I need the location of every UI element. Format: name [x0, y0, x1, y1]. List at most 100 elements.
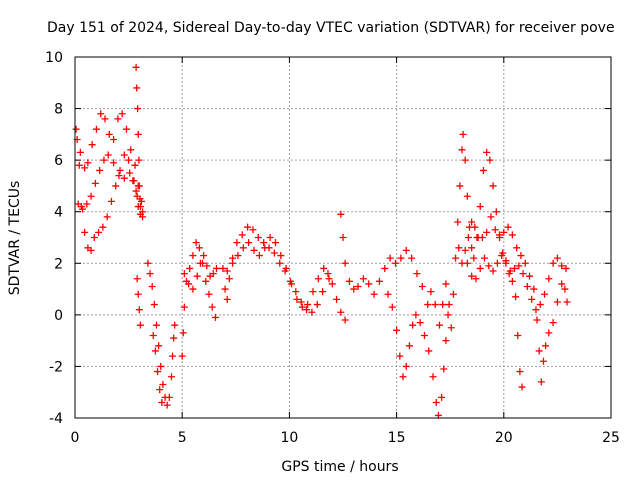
data-point-marker	[167, 373, 175, 381]
data-point-marker	[516, 368, 524, 376]
y-tick-label: -4	[49, 411, 63, 427]
data-point-marker	[439, 301, 447, 309]
data-point-marker	[74, 200, 82, 208]
data-point-marker	[180, 303, 188, 311]
data-point-marker	[195, 244, 203, 252]
data-point-marker	[402, 362, 410, 370]
data-point-marker	[196, 259, 204, 267]
data-point-marker	[130, 177, 138, 185]
data-point-marker	[148, 282, 156, 290]
data-point-marker	[277, 252, 285, 260]
data-point-marker	[189, 285, 197, 293]
data-point-marker	[498, 252, 506, 260]
data-point-marker	[186, 264, 194, 272]
data-point-marker	[532, 306, 540, 314]
data-point-marker	[292, 288, 300, 296]
data-point-marker	[92, 125, 100, 133]
data-point-marker	[420, 331, 428, 339]
data-point-marker	[515, 262, 523, 270]
data-point-marker	[110, 159, 118, 167]
data-point-marker	[213, 264, 221, 272]
data-point-marker	[375, 277, 383, 285]
data-point-marker	[152, 321, 160, 329]
data-point-marker	[122, 125, 130, 133]
data-point-marker	[435, 321, 443, 329]
data-point-marker	[170, 334, 178, 342]
data-point-marker	[500, 228, 508, 236]
y-tick-label: 4	[54, 205, 63, 221]
data-point-marker	[309, 288, 317, 296]
data-point-marker	[386, 254, 394, 262]
data-point-marker	[136, 321, 144, 329]
data-point-marker	[440, 365, 448, 373]
data-point-marker	[163, 401, 171, 409]
data-point-marker	[476, 264, 484, 272]
data-point-marker	[179, 329, 187, 337]
data-point-marker	[313, 301, 321, 309]
plot-frame	[74, 56, 612, 419]
data-point-marker	[402, 246, 410, 254]
data-point-marker	[545, 329, 553, 337]
data-point-marker	[341, 259, 349, 267]
data-point-marker	[442, 337, 450, 345]
data-point-marker	[476, 203, 484, 211]
data-point-marker	[427, 288, 435, 296]
data-point-marker	[304, 301, 312, 309]
data-point-marker	[442, 280, 450, 288]
data-point-marker	[549, 259, 557, 267]
data-point-marker	[134, 130, 142, 138]
data-point-marker	[165, 393, 173, 401]
data-point-marker	[541, 290, 549, 298]
series-track-2	[74, 151, 147, 216]
series-track-5	[144, 259, 179, 409]
data-point-marker	[425, 347, 433, 355]
data-point-marker	[388, 303, 396, 311]
data-point-marker	[506, 267, 514, 275]
data-point-marker	[149, 331, 157, 339]
data-point-marker	[200, 252, 208, 260]
data-point-marker	[155, 342, 163, 350]
data-point-marker	[297, 298, 305, 306]
data-point-marker	[120, 174, 128, 182]
data-point-marker	[133, 84, 141, 92]
data-point-marker	[114, 115, 122, 123]
data-point-marker	[461, 246, 469, 254]
data-point-marker	[132, 187, 140, 195]
data-point-marker	[409, 321, 417, 329]
data-point-marker	[282, 264, 290, 272]
data-point-marker	[209, 270, 217, 278]
data-point-marker	[539, 357, 547, 365]
data-point-marker	[392, 259, 400, 267]
data-point-marker	[416, 319, 424, 327]
data-point-marker	[223, 295, 231, 303]
data-point-marker	[83, 200, 91, 208]
data-point-marker	[563, 298, 571, 306]
data-point-marker	[136, 203, 144, 211]
data-point-marker	[511, 264, 519, 272]
data-point-marker	[229, 259, 237, 267]
data-point-marker	[508, 277, 516, 285]
y-tick-label: 0	[54, 308, 63, 324]
data-point-marker	[413, 270, 421, 278]
data-point-marker	[79, 205, 87, 213]
data-point-marker	[276, 259, 284, 267]
y-tick-label: 6	[54, 153, 63, 169]
data-point-marker	[203, 262, 211, 270]
data-point-marker	[337, 308, 345, 316]
data-point-marker	[271, 239, 279, 247]
data-point-marker	[354, 282, 362, 290]
data-point-marker	[459, 130, 467, 138]
data-point-marker	[464, 234, 472, 241]
data-point-marker	[412, 311, 420, 319]
data-point-marker	[445, 301, 453, 309]
data-point-marker	[159, 380, 167, 388]
data-point-marker	[115, 172, 123, 180]
data-point-marker	[553, 298, 561, 306]
x-tick-label: 10	[280, 430, 298, 446]
data-point-marker	[139, 208, 147, 216]
data-point-marker	[118, 110, 126, 118]
data-point-marker	[456, 182, 464, 190]
data-point-marker	[151, 347, 159, 355]
data-point-marker	[125, 156, 133, 164]
